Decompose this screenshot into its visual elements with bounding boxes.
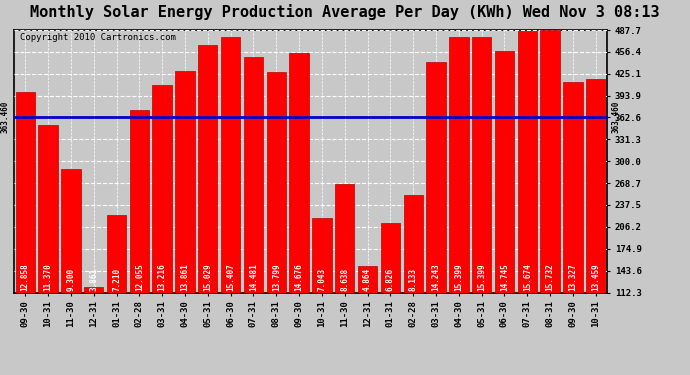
Bar xyxy=(266,72,286,371)
Text: 13.799: 13.799 xyxy=(272,263,281,291)
Text: 3.861: 3.861 xyxy=(89,268,98,291)
Text: 13.861: 13.861 xyxy=(181,263,190,291)
Text: 12.858: 12.858 xyxy=(21,263,30,291)
Text: 15.732: 15.732 xyxy=(546,263,555,291)
Text: Monthly Solar Energy Production Average Per Day (KWh) Wed Nov 3 08:13: Monthly Solar Energy Production Average … xyxy=(30,4,660,20)
Bar xyxy=(61,170,81,371)
Text: 15.399: 15.399 xyxy=(477,263,486,291)
Bar xyxy=(449,37,469,371)
Text: 4.864: 4.864 xyxy=(363,268,372,291)
Bar xyxy=(130,110,149,371)
Bar xyxy=(381,223,400,371)
Bar xyxy=(404,195,423,371)
Text: 9.300: 9.300 xyxy=(66,268,75,291)
Bar xyxy=(175,70,195,371)
Bar xyxy=(289,53,309,371)
Bar xyxy=(198,45,217,371)
Text: 14.676: 14.676 xyxy=(295,263,304,291)
Text: 15.029: 15.029 xyxy=(204,263,213,291)
Text: 13.327: 13.327 xyxy=(569,263,578,291)
Bar xyxy=(358,266,377,371)
Bar xyxy=(472,37,491,371)
Bar xyxy=(335,184,355,371)
Text: 14.243: 14.243 xyxy=(431,263,440,291)
Bar xyxy=(518,31,537,371)
Text: 363.460: 363.460 xyxy=(0,101,9,133)
Bar xyxy=(586,79,606,371)
Text: Copyright 2010 Cartronics.com: Copyright 2010 Cartronics.com xyxy=(20,33,176,42)
Bar xyxy=(15,92,35,371)
Text: 14.745: 14.745 xyxy=(500,263,509,291)
Text: 363.460: 363.460 xyxy=(612,101,621,133)
Bar xyxy=(107,215,126,371)
Bar xyxy=(495,51,514,371)
Text: 13.216: 13.216 xyxy=(157,263,167,291)
Bar xyxy=(563,82,582,371)
Text: 8.638: 8.638 xyxy=(340,268,349,291)
Text: 14.481: 14.481 xyxy=(249,263,258,291)
Bar xyxy=(84,287,103,371)
Text: 15.399: 15.399 xyxy=(454,263,464,291)
Text: 8.133: 8.133 xyxy=(408,268,417,291)
Text: 11.370: 11.370 xyxy=(43,263,52,291)
Bar xyxy=(312,218,332,371)
Bar xyxy=(152,84,172,371)
Bar xyxy=(540,30,560,371)
Text: 15.407: 15.407 xyxy=(226,263,235,291)
Bar xyxy=(244,57,263,371)
Text: 7.043: 7.043 xyxy=(317,268,326,291)
Bar xyxy=(39,124,58,371)
Text: 6.826: 6.826 xyxy=(386,268,395,291)
Text: 12.055: 12.055 xyxy=(135,263,144,291)
Text: 7.210: 7.210 xyxy=(112,268,121,291)
Bar xyxy=(426,62,446,371)
Bar xyxy=(221,37,240,371)
Text: 13.459: 13.459 xyxy=(591,263,600,291)
Text: 15.674: 15.674 xyxy=(523,263,532,291)
